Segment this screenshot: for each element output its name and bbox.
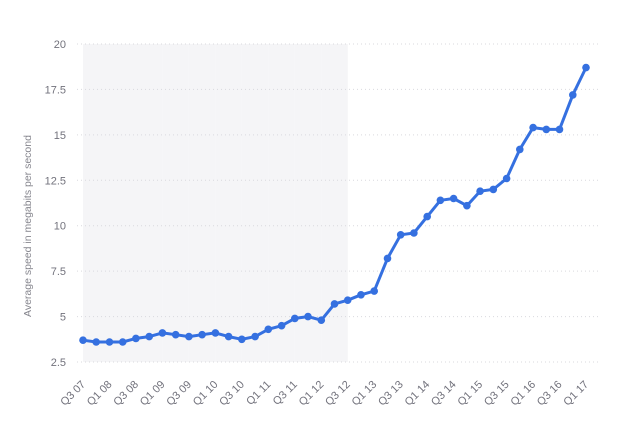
plot-band xyxy=(188,44,216,362)
x-tick-label: Q3 16 xyxy=(535,379,565,409)
data-point[interactable]: Q4 07: 3.6 xyxy=(92,338,100,346)
data-point[interactable]: Q2 13: 8.2 xyxy=(383,254,392,263)
data-point[interactable]: Q1 09: 4.1 xyxy=(158,329,167,337)
y-tick-label: 5 xyxy=(60,312,66,324)
data-point[interactable]: Q1 10: 4.1 xyxy=(211,329,220,337)
data-point[interactable]: Q3 15: 12.6 xyxy=(502,174,511,183)
data-point[interactable]: Q4 11: 5 xyxy=(304,312,312,321)
x-tick-label: Q1 13 xyxy=(350,379,380,409)
x-tick-label: Q3 09 xyxy=(164,379,194,409)
y-tick-label: 2.5 xyxy=(51,357,66,369)
x-tick-label: Q1 16 xyxy=(509,379,539,409)
plot-band xyxy=(321,44,348,362)
y-tick-label: 15 xyxy=(54,130,66,142)
data-point[interactable]: Q1 13: 6.4 xyxy=(370,287,379,295)
data-point[interactable]: Q3 11: 4.9 xyxy=(291,314,299,323)
x-tick-label: Q1 09 xyxy=(138,379,168,409)
data-series: Q3 07: 3.7 Q4 07: 3.6 Q1 08: 3.6 Q2 08: 3.6… xyxy=(79,63,590,346)
plot-bands xyxy=(83,44,348,362)
gridlines xyxy=(77,43,598,363)
data-point[interactable]: Q3 12: 5.9 xyxy=(343,296,352,305)
y-axis-labels: 2.5 5 7.5 10 12.5 15 17.5 20 xyxy=(45,39,66,369)
plot-band xyxy=(241,44,269,362)
data-point[interactable]: Q4 09: 4 xyxy=(198,330,206,339)
y-tick-label: 10 xyxy=(54,221,66,233)
data-point[interactable]: Q1 08: 3.6 xyxy=(105,338,114,346)
plot-band xyxy=(83,44,110,362)
x-tick-label: Q1 08 xyxy=(85,379,115,409)
x-tick-label: Q3 08 xyxy=(111,379,141,409)
x-tick-label: Q3 07 xyxy=(58,379,88,409)
data-point[interactable]: Q1 12: 4.8 xyxy=(317,316,326,325)
data-point[interactable]: Q1 11: 4.3 xyxy=(264,325,273,334)
plot-band xyxy=(109,44,136,362)
plot-band xyxy=(162,44,189,362)
y-axis-title: Average speed in megabits per second xyxy=(22,135,34,317)
x-tick-label: Q1 15 xyxy=(456,379,486,409)
x-tick-label: Q3 13 xyxy=(376,379,406,409)
x-tick-label: Q1 12 xyxy=(297,379,327,409)
data-point[interactable]: Q4 16: 17.2 xyxy=(569,91,577,99)
x-tick-label: Q1 14 xyxy=(403,379,433,409)
plot-band xyxy=(215,44,242,362)
data-point[interactable]: Q2 14: 11.4 xyxy=(436,196,445,205)
plot-band xyxy=(268,44,295,362)
data-point[interactable]: Q2 09: 4 xyxy=(171,330,180,339)
y-tick-label: 12.5 xyxy=(45,175,66,187)
data-point[interactable]: Q4 15: 14.2 xyxy=(516,145,524,154)
data-point[interactable]: Q4 12: 6.2 xyxy=(357,291,365,299)
data-point[interactable]: Q4 08: 3.9 xyxy=(145,332,153,341)
y-tick-label: 17.5 xyxy=(45,84,66,96)
data-point[interactable]: Q3 13: 9.5 xyxy=(396,231,405,239)
data-point[interactable]: Q2 08: 3.6 xyxy=(118,338,127,346)
data-point[interactable]: Q2 10: 3.9 xyxy=(224,332,233,341)
data-point[interactable]: Q1 14: 10.5 xyxy=(423,212,432,221)
data-point[interactable]: Q4 14: 11.1 xyxy=(463,201,471,210)
data-point[interactable]: Q3 14: 11.5 xyxy=(449,194,458,203)
x-tick-label: Q3 15 xyxy=(482,379,512,409)
data-point[interactable]: Q1 17: 18.7 xyxy=(582,63,590,72)
data-point[interactable]: Q4 13: 9.6 xyxy=(410,229,418,237)
y-tick-label: 20 xyxy=(54,39,66,51)
data-point[interactable]: Q4 10: 3.9 xyxy=(251,332,259,341)
data-point[interactable]: Q3 16: 15.3 xyxy=(555,125,564,134)
data-point[interactable]: Q3 08: 3.8 xyxy=(132,334,140,343)
data-point[interactable]: Q2 12: 5.7 xyxy=(330,300,339,308)
data-point[interactable]: Q3 07: 3.7 xyxy=(79,336,87,345)
x-tick-label: Q1 10 xyxy=(191,379,221,409)
plot-band xyxy=(294,44,322,362)
x-tick-label: Q1 11 xyxy=(244,379,273,408)
data-point[interactable]: Q2 16: 15.3 xyxy=(542,125,551,134)
x-tick-label: Q1 17 xyxy=(561,379,591,409)
plot-band xyxy=(135,44,163,362)
x-tick-label: Q3 11 xyxy=(271,379,300,408)
data-point[interactable]: Q3 10: 3.75 xyxy=(238,335,246,344)
data-point[interactable]: Q1 16: 15.4 xyxy=(529,123,537,132)
x-tick-label: Q3 14 xyxy=(429,379,459,409)
y-tick-label: 7.5 xyxy=(51,266,66,278)
data-point[interactable]: Q2 11: 4.5 xyxy=(277,321,286,330)
x-tick-label: Q3 12 xyxy=(323,379,353,409)
x-tick-label: Q3 10 xyxy=(217,379,247,409)
data-point[interactable]: Q1 15: 11.9 xyxy=(476,187,484,195)
data-point[interactable]: Q3 09: 3.9 xyxy=(185,332,193,341)
data-point[interactable]: Q2 15: 12 xyxy=(489,185,498,194)
